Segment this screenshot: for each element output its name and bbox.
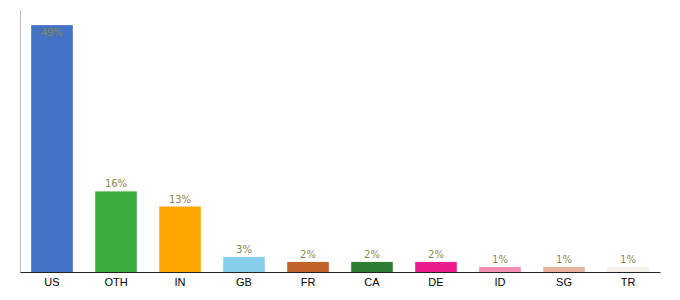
data-label: 1% <box>492 254 508 265</box>
bar <box>95 191 137 272</box>
x-tick-label: SG <box>556 276 572 288</box>
plot: US OTH IN GB FR CA DE ID SG TR 49% 16% 13% 3% 2% 2% 2% 1%… <box>21 11 661 288</box>
x-tick-label: CA <box>364 276 380 288</box>
data-label: 1% <box>620 254 636 265</box>
bar <box>159 207 201 273</box>
bar <box>543 267 585 272</box>
bar <box>351 262 393 272</box>
x-tick-label: GB <box>236 276 252 288</box>
data-label: 1% <box>556 254 572 265</box>
x-tick: TR <box>621 276 636 288</box>
x-tick: FR <box>301 276 316 288</box>
bar <box>607 267 649 272</box>
x-tick-label: IN <box>175 276 186 288</box>
x-tick-label: TR <box>621 276 636 288</box>
bars <box>31 25 649 272</box>
x-tick-label: US <box>44 276 59 288</box>
x-tick: DE <box>428 276 443 288</box>
x-axis: US OTH IN GB FR CA DE ID SG TR <box>21 273 661 288</box>
x-axis-line <box>21 272 661 273</box>
data-label: 16% <box>105 178 127 189</box>
x-tick: CA <box>364 276 380 288</box>
x-tick: GB <box>236 276 252 288</box>
bar <box>223 257 265 272</box>
data-labels: 49% 16% 13% 3% 2% 2% 2% 1% 1% 1% <box>41 27 636 265</box>
bar <box>31 25 73 272</box>
bar <box>479 267 521 272</box>
x-tick: SG <box>556 276 572 288</box>
x-tick: ID <box>495 276 506 288</box>
data-label: 2% <box>364 249 380 260</box>
bar <box>287 262 329 272</box>
x-tick-label: FR <box>301 276 316 288</box>
data-label: 3% <box>236 244 252 255</box>
data-label: 49% <box>41 27 63 38</box>
x-tick-label: DE <box>428 276 443 288</box>
data-label: 13% <box>169 194 191 205</box>
x-tick-label: ID <box>495 276 506 288</box>
chart-container: US OTH IN GB FR CA DE ID SG TR 49% 16% 13% 3% 2% 2% 2% 1%… <box>0 0 680 300</box>
data-label: 2% <box>428 249 444 260</box>
y-axis-line <box>20 11 21 273</box>
x-tick: IN <box>175 276 186 288</box>
x-tick: OTH <box>104 276 127 288</box>
x-tick: US <box>44 276 59 288</box>
data-label: 2% <box>300 249 316 260</box>
x-tick-label: OTH <box>104 276 127 288</box>
chart-svg: US OTH IN GB FR CA DE ID SG TR 49% 16% 13% 3% 2% 2% 2% 1%… <box>0 0 680 300</box>
y-axis <box>20 11 21 273</box>
bar <box>415 262 457 272</box>
